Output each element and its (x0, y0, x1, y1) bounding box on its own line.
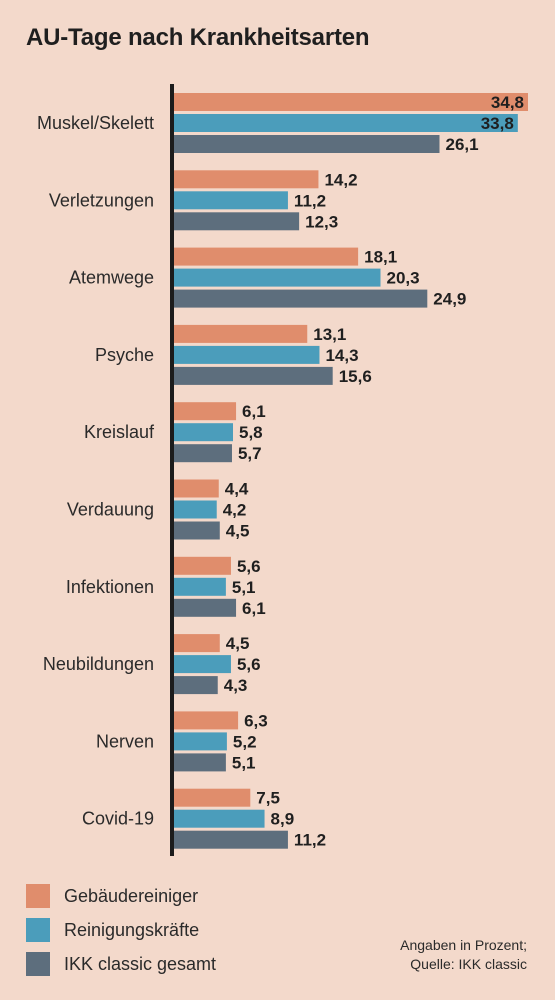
legend-swatch-gebaeudereiniger (26, 884, 50, 908)
category-label-verdauung: Verdauung (67, 500, 154, 520)
bar-psyche-gebaeudereiniger (174, 324, 308, 343)
value-label-psyche-ikk-classic-gesamt: 15,6 (339, 367, 372, 386)
bar-kreislauf-ikk-classic-gesamt (174, 444, 232, 463)
value-label-verdauung-ikk-classic-gesamt: 4,5 (226, 522, 250, 541)
legend-label-gebaeudereiniger: Gebäudereiniger (64, 885, 199, 906)
legend-item-reinigungskraefte: Reinigungskräfte (26, 913, 216, 947)
value-label-infektionen-gebaeudereiniger: 5,6 (237, 557, 261, 576)
category-label-verletzungen: Verletzungen (49, 190, 154, 210)
bar-psyche-reinigungskraefte (174, 345, 320, 364)
bar-nerven-reinigungskraefte (174, 732, 227, 751)
bar-neubildungen-reinigungskraefte (174, 655, 231, 674)
category-label-nerven: Nerven (96, 731, 154, 751)
bar-neubildungen-gebaeudereiniger (174, 634, 220, 653)
value-label-kreislauf-reinigungskraefte: 5,8 (239, 423, 263, 442)
bar-covid-19-gebaeudereiniger (174, 788, 251, 807)
value-label-infektionen-ikk-classic-gesamt: 6,1 (242, 599, 266, 618)
bar-nerven-ikk-classic-gesamt (174, 753, 226, 772)
legend-swatch-reinigungskraefte (26, 918, 50, 942)
value-label-nerven-ikk-classic-gesamt: 5,1 (232, 753, 256, 772)
bar-verletzungen-ikk-classic-gesamt (174, 212, 300, 231)
bar-infektionen-reinigungskraefte (174, 577, 226, 596)
value-label-nerven-reinigungskraefte: 5,2 (233, 732, 257, 751)
bar-muskel-skelett-reinigungskraefte (174, 114, 518, 132)
legend: Gebäudereiniger Reinigungskräfte IKK cla… (26, 879, 216, 981)
value-label-covid-19-ikk-classic-gesamt: 11,2 (294, 831, 326, 850)
category-label-neubildungen: Neubildungen (43, 654, 154, 674)
bar-infektionen-ikk-classic-gesamt (174, 598, 237, 617)
category-label-infektionen: Infektionen (66, 577, 154, 597)
value-label-verdauung-gebaeudereiniger: 4,4 (225, 480, 249, 499)
bar-kreislauf-gebaeudereiniger (174, 402, 237, 421)
value-label-verletzungen-reinigungskraefte: 11,2 (294, 191, 326, 210)
legend-item-ikk-classic-gesamt: IKK classic gesamt (26, 947, 216, 981)
bar-verdauung-gebaeudereiniger (174, 479, 219, 498)
bar-verdauung-reinigungskraefte (174, 500, 217, 519)
value-label-atemwege-gebaeudereiniger: 18,1 (364, 248, 397, 267)
bar-atemwege-reinigungskraefte (174, 268, 381, 287)
value-label-verletzungen-gebaeudereiniger: 14,2 (324, 170, 357, 189)
bar-atemwege-gebaeudereiniger (174, 247, 359, 266)
legend-swatch-ikk-classic-gesamt (26, 952, 50, 976)
bar-muskel-skelett-ikk-classic-gesamt (174, 135, 440, 153)
bar-covid-19-reinigungskraefte (174, 809, 265, 828)
bar-nerven-gebaeudereiniger (174, 711, 239, 730)
category-label-covid-19: Covid-19 (82, 809, 154, 829)
legend-label-ikk-classic-gesamt: IKK classic gesamt (64, 953, 217, 974)
bar-verletzungen-reinigungskraefte (174, 191, 288, 210)
source-note-line-1: Angaben in Prozent; (400, 937, 527, 953)
value-label-kreislauf-gebaeudereiniger: 6,1 (242, 402, 266, 421)
bar-kreislauf-reinigungskraefte (174, 423, 233, 442)
bar-psyche-ikk-classic-gesamt (174, 366, 333, 385)
value-label-nerven-gebaeudereiniger: 6,3 (244, 711, 268, 730)
bar-verletzungen-gebaeudereiniger (174, 170, 319, 189)
value-label-atemwege-reinigungskraefte: 20,3 (387, 269, 420, 288)
value-label-verletzungen-ikk-classic-gesamt: 12,3 (305, 212, 338, 231)
source-note: Angaben in Prozent; Quelle: IKK classic (400, 936, 527, 974)
bar-chart: Muskel/Skelett Verletzungen Atemwege Psyche… (37, 84, 528, 856)
value-label-muskel-skelett-reinigungskraefte: 33,8 (481, 114, 514, 133)
category-label-muskel-skelett: Muskel/Skelett (37, 113, 154, 133)
value-label-kreislauf-ikk-classic-gesamt: 5,7 (238, 444, 262, 463)
legend-item-gebaeudereiniger: Gebäudereiniger (26, 879, 216, 913)
value-label-infektionen-reinigungskraefte: 5,1 (232, 578, 256, 597)
value-label-psyche-gebaeudereiniger: 13,1 (313, 325, 346, 344)
bar-verdauung-ikk-classic-gesamt (174, 521, 220, 540)
value-label-verdauung-reinigungskraefte: 4,2 (223, 501, 247, 520)
value-label-muskel-skelett-ikk-classic-gesamt: 26,1 (446, 135, 479, 154)
bar-muskel-skelett-gebaeudereiniger (174, 93, 528, 111)
bar-atemwege-ikk-classic-gesamt (174, 289, 428, 308)
bar-covid-19-ikk-classic-gesamt (174, 830, 288, 849)
legend-label-reinigungskraefte: Reinigungskräfte (64, 919, 200, 940)
value-label-neubildungen-reinigungskraefte: 5,6 (237, 655, 261, 674)
value-label-atemwege-ikk-classic-gesamt: 24,9 (433, 290, 466, 309)
source-note-line-2: Quelle: IKK classic (410, 956, 527, 972)
bar-infektionen-gebaeudereiniger (174, 556, 231, 575)
value-label-covid-19-reinigungskraefte: 8,9 (271, 810, 295, 829)
value-label-neubildungen-gebaeudereiniger: 4,5 (226, 634, 250, 653)
bar-neubildungen-ikk-classic-gesamt (174, 676, 218, 695)
value-label-neubildungen-ikk-classic-gesamt: 4,3 (224, 676, 248, 695)
category-label-atemwege: Atemwege (69, 268, 154, 288)
category-label-psyche: Psyche (95, 345, 154, 365)
chart-title: AU-Tage nach Krankheitsarten (26, 24, 370, 51)
value-label-covid-19-gebaeudereiniger: 7,5 (256, 789, 280, 808)
value-label-psyche-reinigungskraefte: 14,3 (325, 346, 358, 365)
category-label-kreislauf: Kreislauf (84, 422, 155, 442)
value-label-muskel-skelett-gebaeudereiniger: 34,8 (491, 93, 524, 112)
